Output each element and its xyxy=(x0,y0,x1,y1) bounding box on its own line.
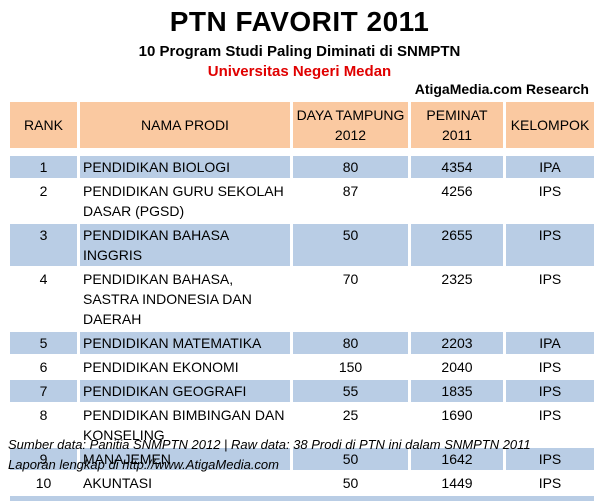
cell-kelompok: IPS xyxy=(538,407,562,423)
cell-kelompok: IPS xyxy=(506,448,594,470)
cell-kelompok: IPS xyxy=(538,359,562,375)
cell-prodi: MANAJEMEN xyxy=(80,448,290,470)
table-row: 5 PENDIDIKAN MATEMATIKA 80 2203 IPA xyxy=(10,332,594,354)
cell-daya-tampung: 55 xyxy=(293,380,408,402)
table-row: 6 PENDIDIKAN EKONOMI 150 2040 IPS xyxy=(10,356,594,378)
page-subtitle: 10 Program Studi Paling Diminati di SNMP… xyxy=(138,43,461,60)
column-header-prodi: NAMA PRODI xyxy=(80,102,290,148)
table-end-band xyxy=(10,496,594,501)
cell-rank: 8 xyxy=(39,407,48,423)
cell-peminat: 1835 xyxy=(411,380,503,402)
table-row: 3 PENDIDIKAN BAHASA INGGRIS 50 2655 IPS xyxy=(10,224,594,266)
university-name: Universitas Negeri Medan xyxy=(207,63,392,80)
cell-daya-tampung: 25 xyxy=(342,407,359,423)
cell-peminat: 2040 xyxy=(441,359,473,375)
cell-prodi: PENDIDIKAN GURU SEKOLAH DASAR (PGSD) xyxy=(83,183,284,219)
cell-kelompok: IPS xyxy=(506,224,594,266)
cell-peminat: 2325 xyxy=(441,271,473,287)
cell-kelompok: IPS xyxy=(538,183,562,199)
cell-rank: 5 xyxy=(10,332,77,354)
cell-prodi: PENDIDIKAN BAHASA INGGRIS xyxy=(80,224,290,266)
cell-rank: 7 xyxy=(10,380,77,402)
cell-daya-tampung: 150 xyxy=(338,359,363,375)
table-row: 8 PENDIDIKAN BIMBINGAN DAN KONSELING 25 169… xyxy=(10,404,594,446)
cell-kelompok: IPA xyxy=(506,332,594,354)
cell-rank: 9 xyxy=(10,448,77,470)
cell-kelompok: IPS xyxy=(506,380,594,402)
cell-prodi: PENDIDIKAN MATEMATIKA xyxy=(80,332,290,354)
ranking-table: RANK NAMA PRODI DAYA TAMPUNG 2012 PEMINA… xyxy=(7,100,597,503)
cell-peminat: 4354 xyxy=(411,156,503,178)
footer-report-link: Laporan lengkap di http://www.AtigaMedia… xyxy=(8,457,279,472)
cell-daya-tampung: 87 xyxy=(342,183,359,199)
table-row: 7 PENDIDIKAN GEOGRAFI 55 1835 IPS xyxy=(10,380,594,402)
table-row: 2 PENDIDIKAN GURU SEKOLAH DASAR (PGSD) 87 4… xyxy=(10,180,594,222)
cell-rank: 10 xyxy=(35,475,52,491)
research-credit: AtigaMedia.com Research xyxy=(414,81,589,97)
column-header-rank: RANK xyxy=(10,102,77,148)
cell-peminat: 1690 xyxy=(441,407,473,423)
cell-daya-tampung: 50 xyxy=(293,448,408,470)
cell-peminat: 2655 xyxy=(411,224,503,266)
table-row: 10 AKUNTASI 50 1449 IPS xyxy=(10,472,594,494)
cell-peminat: 1449 xyxy=(441,475,473,491)
cell-prodi: PENDIDIKAN BIOLOGI xyxy=(80,156,290,178)
table-spacer xyxy=(10,150,594,154)
table-header-row: RANK NAMA PRODI DAYA TAMPUNG 2012 PEMINA… xyxy=(10,102,594,148)
page-title: PTN FAVORIT 2011 xyxy=(169,6,430,37)
column-header-daya-tampung: DAYA TAMPUNG 2012 xyxy=(293,102,408,148)
cell-rank: 3 xyxy=(10,224,77,266)
cell-rank: 1 xyxy=(10,156,77,178)
cell-kelompok: IPS xyxy=(538,271,562,287)
cell-peminat: 4256 xyxy=(441,183,473,199)
cell-kelompok: IPA xyxy=(506,156,594,178)
cell-rank: 6 xyxy=(39,359,48,375)
cell-prodi: PENDIDIKAN BIMBINGAN DAN KONSELING xyxy=(83,407,285,443)
cell-daya-tampung: 80 xyxy=(293,332,408,354)
cell-peminat: 1642 xyxy=(411,448,503,470)
column-header-kelompok: KELOMPOK xyxy=(506,102,594,148)
table-body: 1 PENDIDIKAN BIOLOGI 80 4354 IPA 2 PENDIDIKAN … xyxy=(10,150,594,501)
cell-daya-tampung: 50 xyxy=(293,224,408,266)
cell-daya-tampung: 80 xyxy=(293,156,408,178)
cell-kelompok: IPS xyxy=(538,475,562,491)
cell-daya-tampung: 70 xyxy=(342,271,359,287)
cell-prodi: AKUNTASI xyxy=(83,475,152,491)
table-row: 9 MANAJEMEN 50 1642 IPS xyxy=(10,448,594,470)
column-header-peminat: PEMINAT 2011 xyxy=(411,102,503,148)
cell-rank: 2 xyxy=(39,183,48,199)
cell-prodi: PENDIDIKAN GEOGRAFI xyxy=(80,380,290,402)
table-row: 4 PENDIDIKAN BAHASA, SASTRA INDONESIA DAN… xyxy=(10,268,594,330)
cell-daya-tampung: 50 xyxy=(342,475,359,491)
cell-rank: 4 xyxy=(39,271,48,287)
cell-prodi: PENDIDIKAN EKONOMI xyxy=(83,359,239,375)
cell-peminat: 2203 xyxy=(411,332,503,354)
footer-source: Sumber data: Panitia SNMPTN 2012 | Raw d… xyxy=(8,437,531,452)
cell-prodi: PENDIDIKAN BAHASA, SASTRA INDONESIA DAN … xyxy=(83,271,252,327)
table-row: 1 PENDIDIKAN BIOLOGI 80 4354 IPA xyxy=(10,156,594,178)
